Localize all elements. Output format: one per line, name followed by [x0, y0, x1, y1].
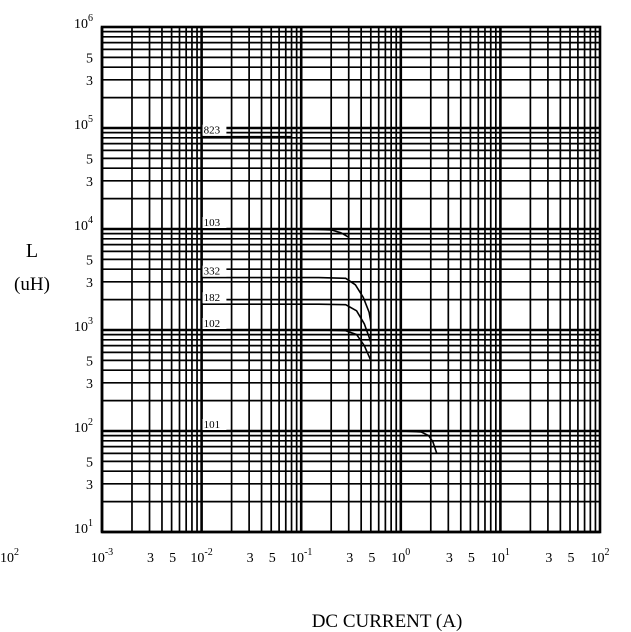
- y-tick-label: 5: [86, 455, 93, 470]
- x-tick-label: 3: [147, 551, 154, 566]
- y-tick-label: 5: [86, 152, 93, 167]
- y-tick-label: 3: [86, 377, 93, 392]
- x-tick-label: 10-3: [91, 547, 113, 566]
- y-tick-label: 5: [86, 354, 93, 369]
- y-tick-label: 104: [74, 215, 93, 234]
- y-tick-label: 102: [74, 417, 93, 436]
- y-tick-label: 106: [74, 13, 93, 32]
- x-tick-label: 100: [391, 547, 410, 566]
- y-tick-label: 105: [74, 114, 93, 133]
- y-tick-label: 101: [74, 518, 93, 537]
- x-tick-label: 5: [368, 551, 375, 566]
- x-tick-label: 5: [468, 551, 475, 566]
- y-tick-label: 3: [86, 74, 93, 89]
- series-label-bg: [202, 292, 227, 304]
- series-curves: [201, 135, 438, 454]
- x-tick-label: 101: [491, 547, 510, 566]
- series-102-label: 102: [204, 318, 221, 330]
- y-tick-label: 5: [86, 51, 93, 66]
- x-tick-label: 5: [568, 551, 575, 566]
- series-label-bg: [202, 265, 227, 277]
- series-label-bg: [202, 124, 227, 136]
- series-103-label: 103: [204, 217, 221, 229]
- x-tick-label: 5: [269, 551, 276, 566]
- y-tick-label: 3: [86, 175, 93, 190]
- x-tick-label: 102: [591, 547, 610, 566]
- y-tick-label: 5: [86, 253, 93, 268]
- x-tick-label: 10-2: [190, 547, 212, 566]
- series-label-bg: [202, 318, 227, 329]
- y-axis-title-main: L: [26, 240, 38, 262]
- x-tick-label: 3: [247, 551, 254, 566]
- series-103-curve: [201, 228, 350, 238]
- x-tick-label-stray: 102: [0, 547, 19, 566]
- y-tick-label: 103: [74, 316, 93, 335]
- x-tick-label: 3: [346, 551, 353, 566]
- series-labels: 823 103 332 182 102 101: [202, 124, 227, 431]
- x-tick-label: 3: [446, 551, 453, 566]
- series-332-label: 332: [204, 266, 221, 278]
- series-182-label: 182: [204, 292, 221, 304]
- series-label-bg: [202, 217, 227, 228]
- series-101-curve: [201, 430, 438, 454]
- y-tick-label: 3: [86, 478, 93, 493]
- grid: [100, 25, 602, 534]
- x-tick-label: 5: [169, 551, 176, 566]
- plot-frame: [100, 25, 602, 534]
- y-axis-tick-labels: 106 5 3 105 5 3 104 5 3 103 5 3 102 5 3 101: [74, 13, 93, 537]
- series-label-bg: [202, 419, 227, 430]
- y-tick-label: 3: [86, 276, 93, 291]
- series-101-label: 101: [204, 419, 221, 431]
- x-tick-label: 3: [545, 551, 552, 566]
- series-182-curve: [201, 303, 372, 343]
- y-axis-title-unit: (uH): [14, 274, 50, 295]
- series-332-curve: [201, 276, 372, 323]
- series-102-curve: [201, 329, 372, 361]
- x-axis-title: DC CURRENT (A): [312, 611, 463, 632]
- x-tick-label: 10-1: [290, 547, 312, 566]
- series-823-label: 823: [204, 125, 221, 137]
